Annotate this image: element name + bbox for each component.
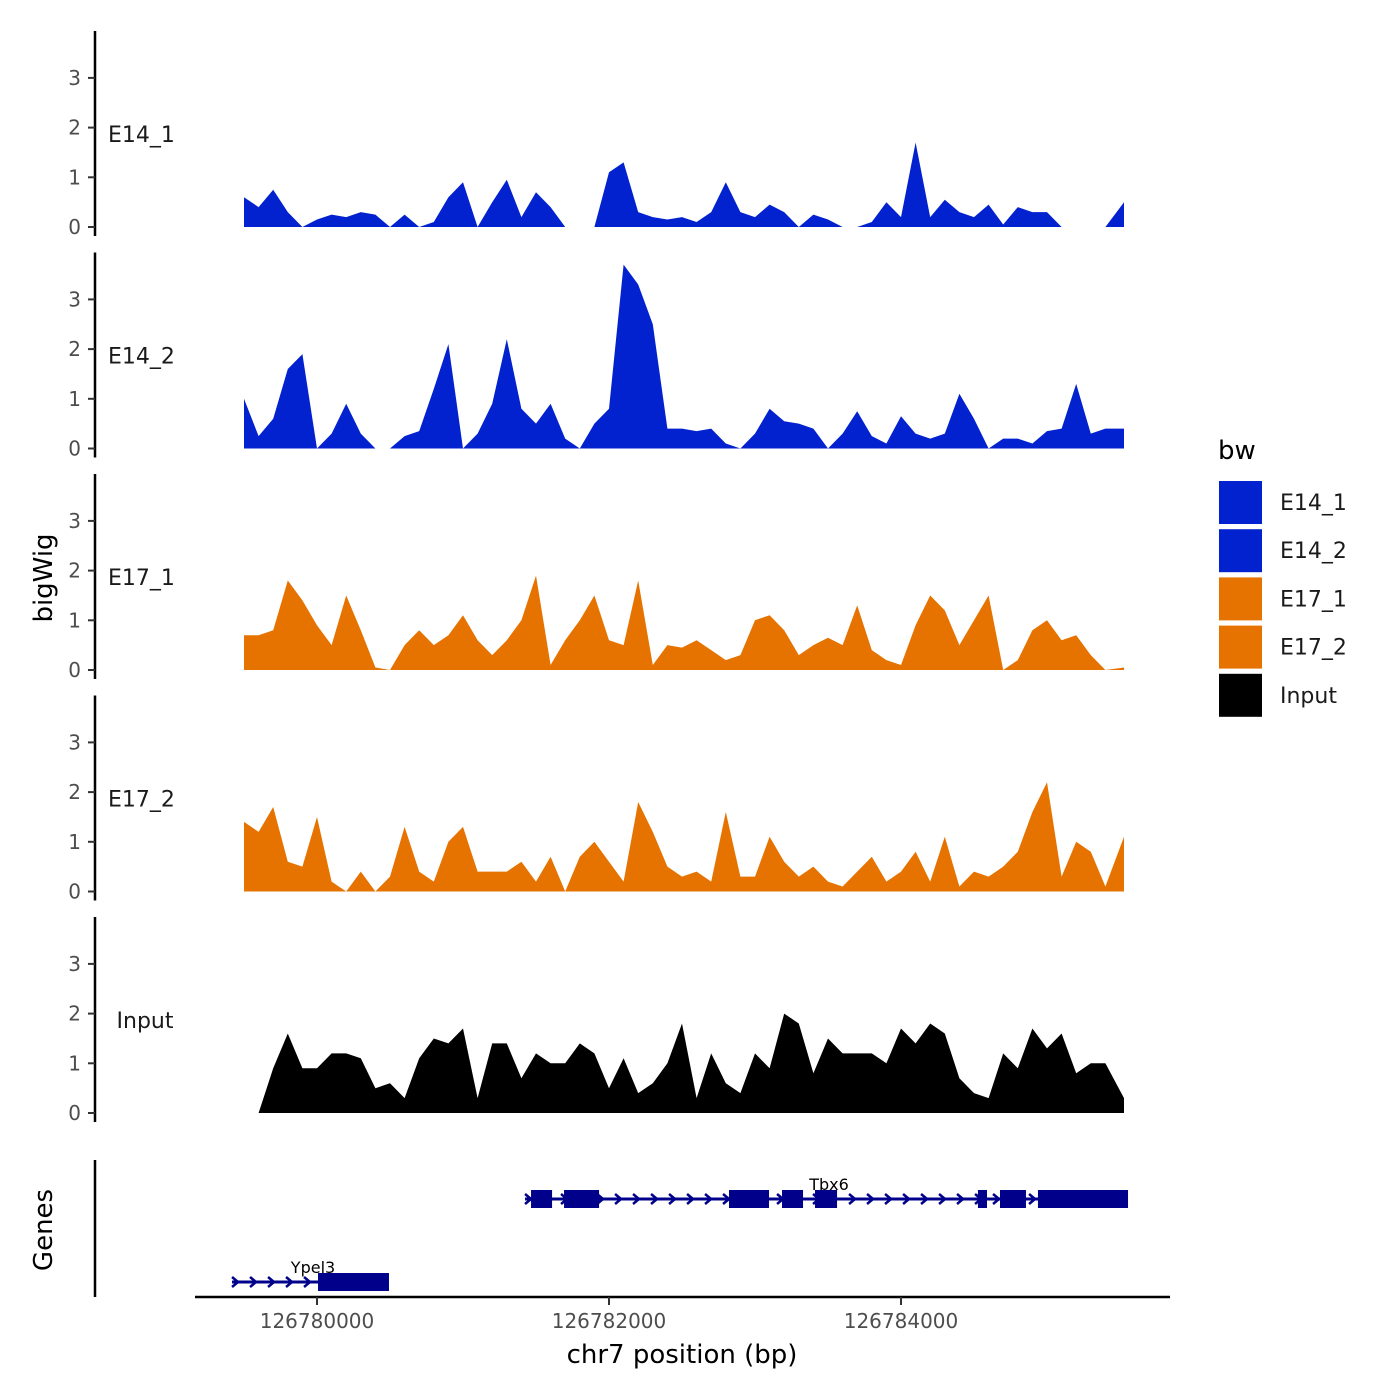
strand-arrow-icon xyxy=(992,1193,1002,1205)
legend-swatch xyxy=(1217,671,1264,719)
exon xyxy=(999,1190,1026,1208)
legend-swatch xyxy=(1217,527,1264,575)
track-label: E17_2 xyxy=(108,788,175,813)
y-tick-label: 1 xyxy=(68,1051,81,1075)
legend-swatch xyxy=(1217,479,1264,526)
coverage-area xyxy=(244,264,1124,449)
coverage-area xyxy=(244,575,1124,670)
y-tick-label: 3 xyxy=(68,952,81,976)
coverage-area xyxy=(244,142,1124,227)
y-tick-label: 3 xyxy=(68,287,81,311)
track-label: E17_1 xyxy=(108,566,175,591)
strand-arrow-icon xyxy=(303,1276,312,1288)
strand-arrow-icon xyxy=(668,1193,678,1205)
strand-arrow-icon xyxy=(1028,1193,1038,1205)
track-e17-2: 0 1 2 3 E17_2 xyxy=(68,695,1124,904)
strand-arrow-icon xyxy=(285,1276,294,1288)
strand-arrow-icon xyxy=(632,1193,642,1205)
legend-label: E14_2 xyxy=(1280,539,1347,564)
legend-label: E14_1 xyxy=(1280,491,1347,516)
track-label: Input xyxy=(117,1009,174,1034)
y-tick-label: 3 xyxy=(68,730,81,754)
y-tick-label: 2 xyxy=(68,559,81,583)
gene-track: Tbx6 Ypel3 xyxy=(93,1160,1129,1297)
gene-label: Tbx6 xyxy=(808,1175,849,1194)
y-tick-label: 1 xyxy=(68,165,81,189)
track-label: E14_2 xyxy=(108,345,175,370)
strand-arrow-icon xyxy=(848,1193,858,1205)
legend-swatch xyxy=(1217,575,1264,623)
track-label: E14_1 xyxy=(108,123,175,148)
strand-arrow-icon xyxy=(920,1193,930,1205)
y-tick-label: 1 xyxy=(68,830,81,854)
y-tick-label: 2 xyxy=(68,780,81,804)
exon xyxy=(531,1190,553,1208)
x-axis: 126780000 126782000 126784000 xyxy=(195,1295,1170,1333)
genes-axis-title: Genes xyxy=(29,1189,59,1271)
y-tick-label: 2 xyxy=(68,116,81,140)
y-axis-title: bigWig xyxy=(29,533,59,622)
x-axis-title: chr7 position (bp) xyxy=(567,1340,798,1370)
gene-label: Ypel3 xyxy=(290,1258,335,1277)
strand-arrow-icon xyxy=(956,1193,966,1205)
y-tick-label: 0 xyxy=(68,1101,81,1125)
legend-label: E17_2 xyxy=(1280,636,1347,661)
coverage-area xyxy=(244,1013,1124,1113)
legend-swatch xyxy=(1217,623,1264,671)
strand-arrow-icon xyxy=(938,1193,948,1205)
gene-tbx6: Tbx6 xyxy=(524,1175,1129,1208)
legend: bw E14_1 E14_2 E17_1 E17_2 Input xyxy=(1217,436,1347,719)
y-tick-label: 1 xyxy=(68,608,81,632)
gene-ypel3: Ypel3 xyxy=(231,1258,389,1291)
y-tick-label: 0 xyxy=(68,437,81,461)
strand-arrow-icon xyxy=(267,1276,276,1288)
y-tick-label: 1 xyxy=(68,387,81,411)
tracks: 0 1 2 3 E14_1 0 1 2 3 E14_2 0 1 2 3 E17_1 0 1 2 3 E17_2 0 1 2 3… xyxy=(68,31,1124,1125)
strand-arrow-icon xyxy=(231,1276,240,1288)
strand-arrow-icon xyxy=(884,1193,894,1205)
y-tick-label: 2 xyxy=(68,337,81,361)
exon xyxy=(782,1190,804,1208)
strand-arrow-icon xyxy=(650,1193,660,1205)
strand-arrow-icon xyxy=(866,1193,876,1205)
y-tick-label: 3 xyxy=(68,509,81,533)
exon xyxy=(1037,1190,1129,1208)
strand-arrow-icon xyxy=(249,1276,258,1288)
track-e14-2: 0 1 2 3 E14_2 xyxy=(68,252,1124,461)
legend-label: E17_1 xyxy=(1280,587,1347,612)
y-tick-label: 3 xyxy=(68,66,81,90)
y-tick-label: 0 xyxy=(68,880,81,904)
y-tick-label: 0 xyxy=(68,658,81,682)
y-tick-label: 2 xyxy=(68,1002,81,1026)
exon xyxy=(977,1190,987,1208)
coverage-area xyxy=(244,782,1124,892)
x-tick-label: 126780000 xyxy=(260,1309,375,1333)
exon xyxy=(729,1190,770,1208)
exon xyxy=(564,1190,600,1208)
strand-arrow-icon xyxy=(704,1193,714,1205)
exon xyxy=(815,1190,838,1208)
strand-arrow-icon xyxy=(902,1193,912,1205)
track-e17-1: 0 1 2 3 E17_1 xyxy=(68,474,1124,682)
strand-arrow-icon xyxy=(686,1193,696,1205)
x-tick-label: 126784000 xyxy=(844,1309,959,1333)
legend-label: Input xyxy=(1280,684,1337,709)
exon xyxy=(318,1273,389,1291)
legend-title: bw xyxy=(1218,436,1256,466)
x-tick-label: 126782000 xyxy=(552,1309,667,1333)
track-e14-1: 0 1 2 3 E14_1 xyxy=(68,31,1124,239)
strand-arrow-icon xyxy=(614,1193,624,1205)
track-input: 0 1 2 3 Input xyxy=(68,917,1124,1125)
y-tick-label: 0 xyxy=(68,215,81,239)
